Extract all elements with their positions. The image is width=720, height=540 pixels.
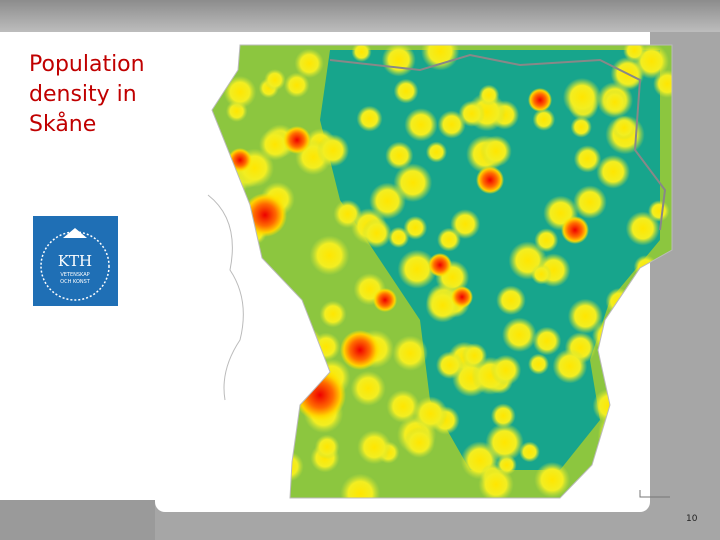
density-spot [534, 228, 559, 253]
density-spot [381, 45, 416, 77]
density-spot [573, 145, 602, 173]
density-spot [601, 89, 628, 116]
density-spot [647, 200, 670, 222]
density-spot [496, 285, 526, 316]
density-spot [425, 141, 447, 163]
density-spot [340, 473, 381, 498]
density-spot [534, 461, 571, 498]
density-spot [385, 141, 414, 170]
density-spot [528, 353, 550, 375]
density-spot [314, 434, 340, 460]
density-spot [611, 115, 637, 140]
density-spot [223, 75, 257, 109]
density-spot [393, 78, 419, 104]
density-spot [316, 134, 350, 167]
density-spot [258, 128, 291, 161]
density-spot [392, 335, 428, 371]
density-spot [386, 389, 420, 423]
density-spot [428, 253, 452, 277]
density-spot [284, 72, 310, 98]
density-spot [403, 426, 435, 459]
density-spot [562, 77, 602, 117]
density-spot [519, 441, 540, 463]
density-spot [561, 216, 589, 244]
density-spot [476, 166, 504, 194]
density-spot [340, 330, 380, 370]
logo-line: OCH KONST [60, 279, 91, 285]
density-spot [451, 286, 473, 308]
density-spot [294, 48, 324, 79]
density-spot [480, 135, 512, 168]
density-spot [404, 108, 438, 142]
density-spot [319, 300, 347, 328]
density-spot [485, 423, 524, 462]
density-spot [357, 430, 392, 465]
page-number: 10 [686, 514, 698, 524]
density-spot [361, 218, 392, 249]
slide-title: Population density in Skåne [29, 52, 145, 137]
density-spot [264, 69, 286, 91]
density-spot [413, 396, 448, 431]
density-spot [393, 163, 433, 203]
logo-name: KTH [58, 252, 92, 270]
density-spot [573, 185, 607, 219]
density-spot [502, 317, 537, 353]
density-spot [437, 110, 466, 139]
density-spot [309, 235, 350, 276]
density-spot [351, 45, 372, 62]
logo-line: VETENSKAP [60, 272, 89, 278]
logo-graphic: KTH VETENSKAP OCH KONST [40, 228, 110, 301]
density-spot [490, 354, 522, 386]
density-spot [653, 69, 672, 98]
density-spot [458, 100, 485, 127]
density-spot [623, 45, 646, 62]
density-spot [532, 108, 556, 131]
density-spot [450, 209, 481, 240]
density-spot [625, 211, 660, 246]
kth-logo: KTH VETENSKAP OCH KONST [33, 216, 118, 306]
density-spot [283, 126, 311, 154]
density-spot [478, 84, 500, 106]
density-spot [356, 105, 383, 132]
density-spot [478, 466, 514, 498]
density-spot [490, 403, 516, 429]
density-spot [552, 348, 588, 384]
density-spot [397, 249, 437, 289]
density-spot [567, 298, 603, 334]
density-spot [350, 370, 386, 406]
density-spot [373, 288, 397, 312]
density-spot [532, 326, 562, 356]
density-spot [596, 154, 631, 189]
density-spot [570, 116, 592, 138]
density-spot [387, 226, 410, 249]
density-spot [528, 88, 552, 112]
density-spot [403, 215, 428, 240]
density-spot [531, 263, 552, 285]
density-spot [435, 351, 464, 380]
